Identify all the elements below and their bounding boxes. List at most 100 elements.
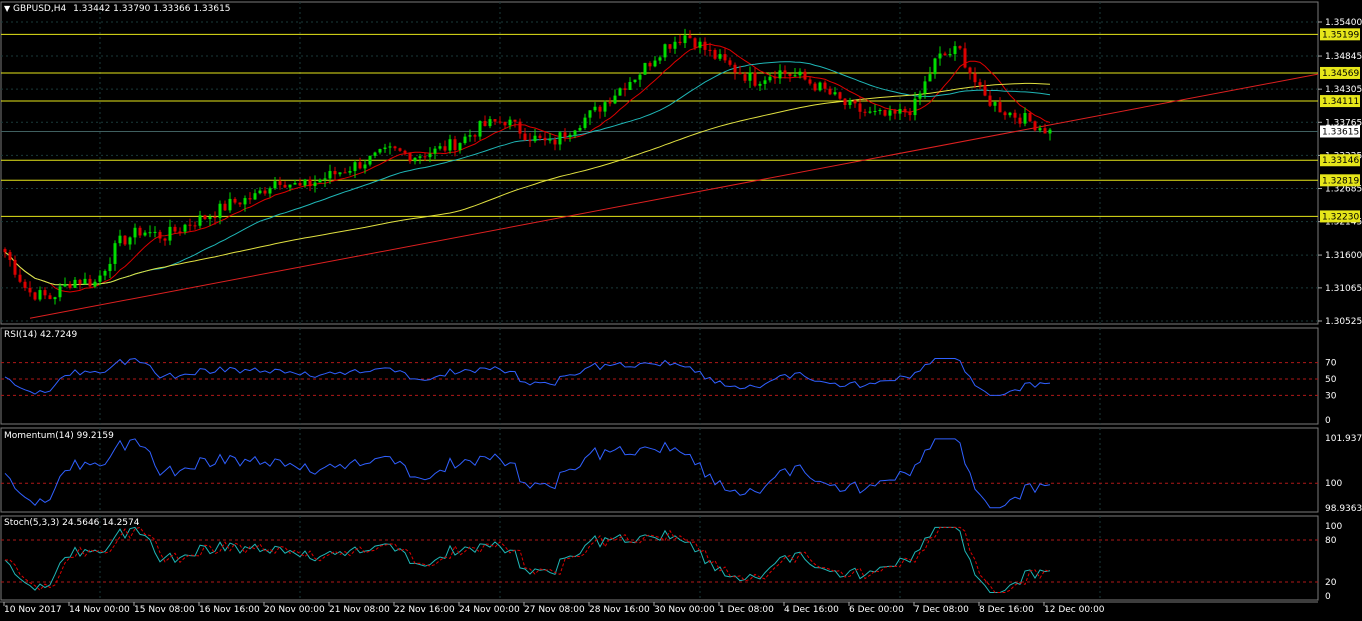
price-tick-label: 1.35400 [1325, 18, 1362, 28]
level-label: 1.32230 [1322, 212, 1359, 222]
candle-body [518, 121, 522, 134]
indicator-tick-label: 100 [1325, 479, 1342, 489]
price-tick-label: 1.34845 [1325, 52, 1362, 62]
candle-body [193, 225, 197, 227]
candle-body [678, 41, 682, 44]
candle-body [628, 81, 632, 90]
time-tick-label: 15 Nov 08:00 [134, 605, 195, 615]
time-tick-label: 27 Nov 08:00 [524, 605, 585, 615]
candle-body [893, 110, 897, 114]
indicator-tick-label: 100 [1325, 522, 1342, 532]
candle-body [73, 279, 77, 288]
candle-body [243, 198, 247, 205]
indicator-tick-label: 98.9363 [1325, 504, 1362, 514]
candle-body [248, 198, 252, 200]
time-tick-label: 6 Dec 00:00 [849, 605, 904, 615]
candle-body [343, 172, 347, 174]
panel-frame-3 [0, 515, 1319, 601]
candle-body [933, 58, 937, 75]
candle-body [208, 216, 212, 220]
candle-body [523, 133, 527, 141]
candle-body [688, 35, 692, 39]
candle-body [328, 171, 332, 179]
candle-body [233, 198, 237, 203]
trendline[interactable] [29, 73, 1319, 319]
candle-body [793, 75, 797, 77]
candle-body [1018, 117, 1022, 124]
time-tick-label: 12 Dec 00:00 [1044, 605, 1105, 615]
candle-body [293, 183, 297, 185]
candle-body [443, 146, 447, 151]
candle-body [258, 190, 262, 194]
time-tick-label: 16 Nov 16:00 [199, 605, 260, 615]
candle-body [613, 95, 617, 104]
ma-mid-line [4, 61, 1051, 286]
candle-body [133, 227, 137, 238]
candle-body [473, 135, 477, 137]
chart-header: ▼ GBPUSD,H4 1.33442 1.33790 1.33366 1.33… [4, 4, 231, 14]
candle-body [1028, 113, 1032, 122]
candle-body [673, 41, 677, 49]
candle-body [1048, 129, 1052, 134]
candle-body [968, 67, 972, 74]
candle-body [668, 44, 672, 49]
candle-body [63, 284, 67, 287]
time-tick-label: 20 Nov 00:00 [264, 605, 325, 615]
candle-body [573, 130, 577, 135]
candle-body [798, 71, 802, 76]
candle-body [1023, 113, 1027, 124]
triangle-down-icon[interactable]: ▼ [4, 4, 11, 13]
candle-body [383, 147, 387, 150]
candle-body [143, 232, 147, 236]
candle-body [878, 109, 882, 112]
price-tick-label: 1.34305 [1325, 85, 1362, 95]
candle-body [1033, 121, 1037, 131]
indicator-line [4, 438, 1051, 509]
candle-body [148, 232, 152, 234]
candle-body [153, 231, 157, 233]
indicator-line [4, 357, 1051, 396]
indicator-tick-label: 80 [1325, 536, 1337, 546]
candle-body [433, 148, 437, 154]
candle-body [163, 238, 167, 241]
candle-body [753, 72, 757, 86]
candle-body [558, 132, 562, 145]
candle-body [213, 216, 217, 218]
candle-body [788, 73, 792, 77]
candle-body [123, 235, 127, 245]
candle-body [663, 44, 667, 58]
candle-body [138, 227, 142, 236]
level-label-bg [1320, 174, 1360, 187]
candle-body [178, 231, 182, 233]
candle-body [593, 106, 597, 111]
candle-body [478, 121, 482, 137]
candle-body [783, 70, 787, 74]
candle-body [203, 215, 207, 220]
candle-body [388, 146, 392, 148]
candle-body [313, 182, 317, 187]
candle-body [513, 119, 517, 122]
price-tick-label: 1.30525 [1325, 317, 1362, 327]
candle-body [108, 263, 112, 272]
time-tick-label: 10 Nov 2017 [4, 605, 62, 615]
candle-body [748, 72, 752, 81]
candle-body [428, 153, 432, 158]
time-tick-label: 21 Nov 08:00 [329, 605, 390, 615]
indicator-tick-label: 50 [1325, 375, 1337, 385]
candle-body [863, 111, 867, 113]
candle-body [83, 278, 87, 285]
candle-body [768, 76, 772, 81]
candle-body [3, 249, 7, 253]
candle-body [938, 53, 942, 59]
candle-body [943, 53, 947, 56]
candle-body [508, 119, 512, 126]
candle-body [818, 82, 822, 91]
candle-body [238, 202, 242, 205]
candle-body [273, 181, 277, 189]
candle-body [498, 121, 502, 123]
candle-body [828, 88, 832, 95]
candle-body [888, 110, 892, 116]
candle-body [1038, 128, 1042, 131]
candle-body [1013, 112, 1017, 118]
